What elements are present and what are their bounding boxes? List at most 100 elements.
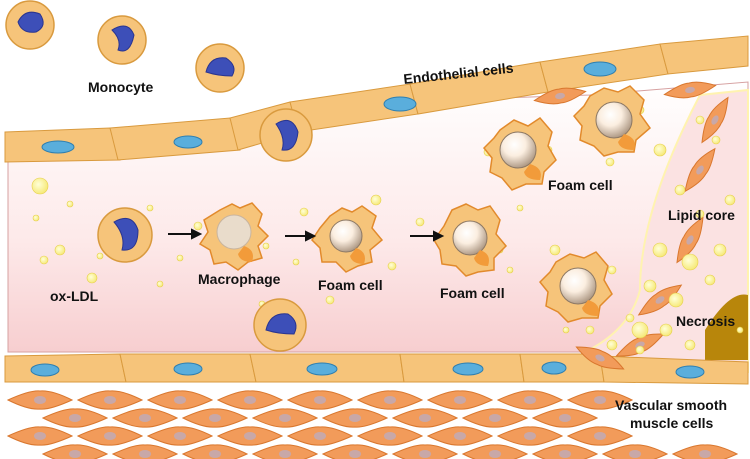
smooth-muscle-cell xyxy=(566,390,634,410)
ox-ldl-particle xyxy=(506,266,514,274)
ox-ldl-particle xyxy=(262,242,270,250)
ox-ldl-particle xyxy=(631,321,649,339)
smooth-muscle-cell xyxy=(426,426,494,446)
smooth-muscle-cell-layer xyxy=(6,390,739,459)
ox-ldl-particle xyxy=(607,265,617,275)
ox-ldl-particle xyxy=(713,243,727,257)
smooth-muscle-cell xyxy=(111,444,179,459)
smooth-muscle-cell xyxy=(181,408,249,428)
monocyte-cell xyxy=(5,0,55,50)
ox-ldl-particle xyxy=(66,200,74,208)
ox-ldl-particle xyxy=(635,345,645,355)
intimal-smooth-muscle-cells xyxy=(533,81,729,370)
foam-cell-label-top: Foam cell xyxy=(548,177,613,193)
smooth-muscle-cell xyxy=(286,426,354,446)
foam-cell-label-2: Foam cell xyxy=(440,285,505,301)
intimal-smooth-muscle-cell xyxy=(637,284,683,316)
ox-ldl-particle xyxy=(724,194,736,206)
upper-endothelial-nuclei xyxy=(41,61,617,154)
smooth-muscle-cell xyxy=(671,444,739,459)
ox-ldl-particle xyxy=(585,325,595,335)
intimal-smooth-muscle-cell xyxy=(575,346,625,370)
ox-ldl-particle xyxy=(674,184,686,196)
ox-ldl-particle xyxy=(562,326,570,334)
ox-ldl-particle xyxy=(606,339,618,351)
necrosis-label: Necrosis xyxy=(676,313,735,329)
smooth-muscle-cell xyxy=(76,390,144,410)
ox-ldl-label: ox-LDL xyxy=(50,288,99,304)
progression-arrows xyxy=(168,228,445,242)
ox-ldl-particle xyxy=(299,207,309,217)
ox-ldl-particle xyxy=(54,244,66,256)
ox-ldl-particle xyxy=(176,254,184,262)
smooth-muscle-cell xyxy=(496,426,564,446)
smooth-muscle-cell xyxy=(391,408,459,428)
ox-ldl-particle xyxy=(653,143,667,157)
macrophage-cell xyxy=(198,202,270,271)
vsmc-label-line2: muscle cells xyxy=(630,415,713,431)
ox-ldl-particle xyxy=(625,313,635,323)
intimal-smooth-muscle-cell xyxy=(533,87,587,105)
ox-ldl-particle xyxy=(156,280,164,288)
smooth-muscle-cell xyxy=(356,390,424,410)
ox-ldl-particle xyxy=(31,177,49,195)
smooth-muscle-cell xyxy=(146,426,214,446)
smooth-muscle-cell xyxy=(391,444,459,459)
ox-ldl-particle xyxy=(86,272,98,284)
macrophage-label: Macrophage xyxy=(198,271,281,287)
ox-ldl-particle xyxy=(736,326,744,334)
smooth-muscle-cell xyxy=(321,408,389,428)
intimal-smooth-muscle-cell xyxy=(701,96,729,144)
ox-ldl-particle xyxy=(193,221,203,231)
ox-ldl-particle xyxy=(684,339,696,351)
smooth-muscle-cell xyxy=(146,390,214,410)
smooth-muscle-cell xyxy=(566,426,634,446)
smooth-muscle-cell xyxy=(251,444,319,459)
smooth-muscle-cell xyxy=(601,444,669,459)
upper-endothelium xyxy=(4,35,749,163)
ox-ldl-particle xyxy=(695,115,705,125)
monocyte-cell xyxy=(97,15,147,65)
smooth-muscle-cell xyxy=(461,408,529,428)
ox-ldl-particle xyxy=(370,194,382,206)
smooth-muscle-cell xyxy=(6,426,74,446)
ox-ldl-particle xyxy=(668,292,684,308)
smooth-muscle-cell xyxy=(461,444,529,459)
smooth-muscle-cell xyxy=(6,390,74,410)
foam-cell xyxy=(433,203,508,277)
smooth-muscle-cell xyxy=(41,444,109,459)
ox-ldl-particle xyxy=(415,217,425,227)
smooth-muscle-cell xyxy=(216,426,284,446)
ox-ldl-particle xyxy=(549,244,561,256)
monocyte-cell xyxy=(195,43,245,93)
ox-ldl-particle xyxy=(39,255,49,265)
smooth-muscle-cell xyxy=(111,408,179,428)
ox-ldl-particle xyxy=(643,279,657,293)
lower-endothelium xyxy=(4,353,749,385)
ox-ldl-particle xyxy=(325,295,335,305)
smooth-muscle-cell xyxy=(76,426,144,446)
ox-ldl-particle xyxy=(387,261,397,271)
foam-cell xyxy=(572,85,652,157)
foam-cell xyxy=(311,205,384,273)
intimal-smooth-muscle-cell xyxy=(676,216,704,264)
lipid-core-label: Lipid core xyxy=(668,207,735,223)
smooth-muscle-cell xyxy=(286,390,354,410)
intimal-monocyte xyxy=(253,298,307,352)
necrosis-area xyxy=(705,294,748,360)
ox-ldl-particle xyxy=(711,135,721,145)
smooth-muscle-cell xyxy=(356,426,424,446)
foam-cell xyxy=(538,251,613,323)
ox-ldl-particle xyxy=(96,252,104,260)
ox-ldl-particle xyxy=(681,253,699,271)
foam-cell xyxy=(482,117,557,191)
smooth-muscle-cell xyxy=(496,390,564,410)
intimal-smooth-muscle-cell xyxy=(684,147,716,193)
ox-ldl-particle xyxy=(32,214,40,222)
ox-ldl-particle xyxy=(605,157,615,167)
lower-endothelial-nuclei xyxy=(30,361,705,379)
ox-ldl-particle xyxy=(292,258,300,266)
smooth-muscle-cell xyxy=(216,390,284,410)
